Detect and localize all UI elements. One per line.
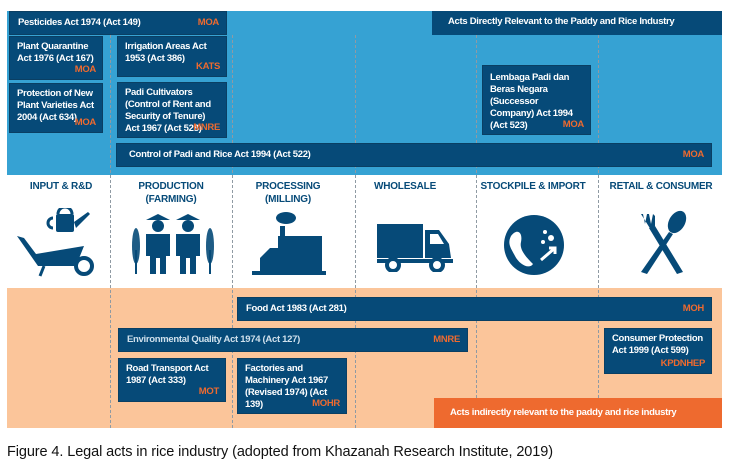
- factory-icon: [252, 212, 326, 275]
- fork-spoon-icon: [641, 210, 687, 274]
- act-food: Food Act 1983 (Act 281) MOH: [237, 297, 712, 321]
- column-divider: [598, 35, 599, 428]
- agency-label: MOA: [562, 119, 585, 130]
- stage-input-label: INPUT & R&D: [29, 181, 93, 192]
- act-factories: Factories and Machinery Act 1967 (Revise…: [237, 358, 347, 414]
- globe-icon: [504, 215, 564, 275]
- act-name: Consumer Protection Act 1999 (Act 599): [612, 333, 703, 356]
- act-name: Lembaga Padi dan Beras Negara (Successor…: [490, 72, 573, 131]
- act-plant-quarantine: Plant Quarantine Act 1976 (Act 167) MOA: [9, 36, 103, 80]
- act-control-padi: Control of Padi and Rice Act 1994 (Act 5…: [116, 143, 712, 167]
- wheelbarrow-watering-can-icon: [17, 208, 94, 277]
- stage-stockpile-label: STOCKPILE & IMPORT: [480, 181, 586, 192]
- act-consumer: Consumer Protection Act 1999 (Act 599) K…: [604, 328, 712, 374]
- act-name: Environmental Quality Act 1974 (Act 127): [127, 334, 300, 345]
- legend-direct: Acts Directly Relevant to the Paddy and …: [432, 11, 722, 35]
- act-name: Plant Quarantine Act 1976 (Act 167): [17, 41, 94, 64]
- act-name: Irrigation Areas Act 1953 (Act 386): [125, 41, 207, 64]
- act-name: Road Transport Act 1987 (Act 333): [126, 363, 209, 386]
- agency-label: MOHR: [312, 398, 340, 409]
- agency-label: MOH: [682, 303, 705, 314]
- act-padi-cultivators: Padi Cultivators (Control of Rent and Se…: [117, 82, 227, 138]
- stage-wholesale-label: WHOLESALE: [373, 181, 437, 192]
- agency-label: MOA: [74, 117, 97, 128]
- act-name: Control of Padi and Rice Act 1994 (Act 5…: [129, 149, 311, 160]
- figure-caption: Figure 4. Legal acts in rice industry (a…: [7, 444, 553, 460]
- column-divider: [232, 35, 233, 428]
- agency-label: KPDNHEP: [660, 358, 706, 369]
- act-name: Food Act 1983 (Act 281): [246, 303, 347, 314]
- act-name: Protection of New Plant Varieties Act 20…: [17, 88, 94, 123]
- act-pesticides: Pesticides Act 1974 (Act 149) MOA: [9, 11, 227, 35]
- act-plant-varieties: Protection of New Plant Varieties Act 20…: [9, 83, 103, 133]
- act-name: Pesticides Act 1974 (Act 149): [18, 17, 141, 28]
- agency-label: MOA: [682, 149, 705, 160]
- stage-retail-label: RETAIL & CONSUMER: [609, 181, 713, 192]
- act-road-transport: Road Transport Act 1987 (Act 333) MOT: [118, 358, 226, 402]
- stage-production-label: PRODUCTION (FARMING): [138, 181, 204, 205]
- act-name: Padi Cultivators (Control of Rent and Se…: [125, 87, 211, 134]
- agency-label: KATS: [196, 61, 220, 72]
- column-divider: [110, 35, 111, 428]
- agency-label: MOA: [74, 64, 97, 75]
- column-divider: [355, 35, 356, 428]
- farmers-wheat-icon: [132, 214, 214, 274]
- act-lpn: Lembaga Padi dan Beras Negara (Successor…: [482, 65, 591, 135]
- act-name: Factories and Machinery Act 1967 (Revise…: [245, 363, 328, 410]
- truck-icon: [377, 224, 453, 272]
- agency-label: MOA: [197, 17, 220, 28]
- act-irrigation: Irrigation Areas Act 1953 (Act 386) KATS: [117, 36, 227, 77]
- stage-processing-label: PROCESSING (MILLING): [255, 181, 321, 205]
- column-divider: [476, 35, 477, 428]
- act-environmental: Environmental Quality Act 1974 (Act 127)…: [118, 328, 468, 352]
- legend-indirect: Acts indirectly relevant to the paddy an…: [434, 398, 722, 428]
- agency-label: MOT: [198, 386, 220, 397]
- agency-label: MNRE: [433, 334, 460, 345]
- agency-label: MNRE: [193, 122, 220, 133]
